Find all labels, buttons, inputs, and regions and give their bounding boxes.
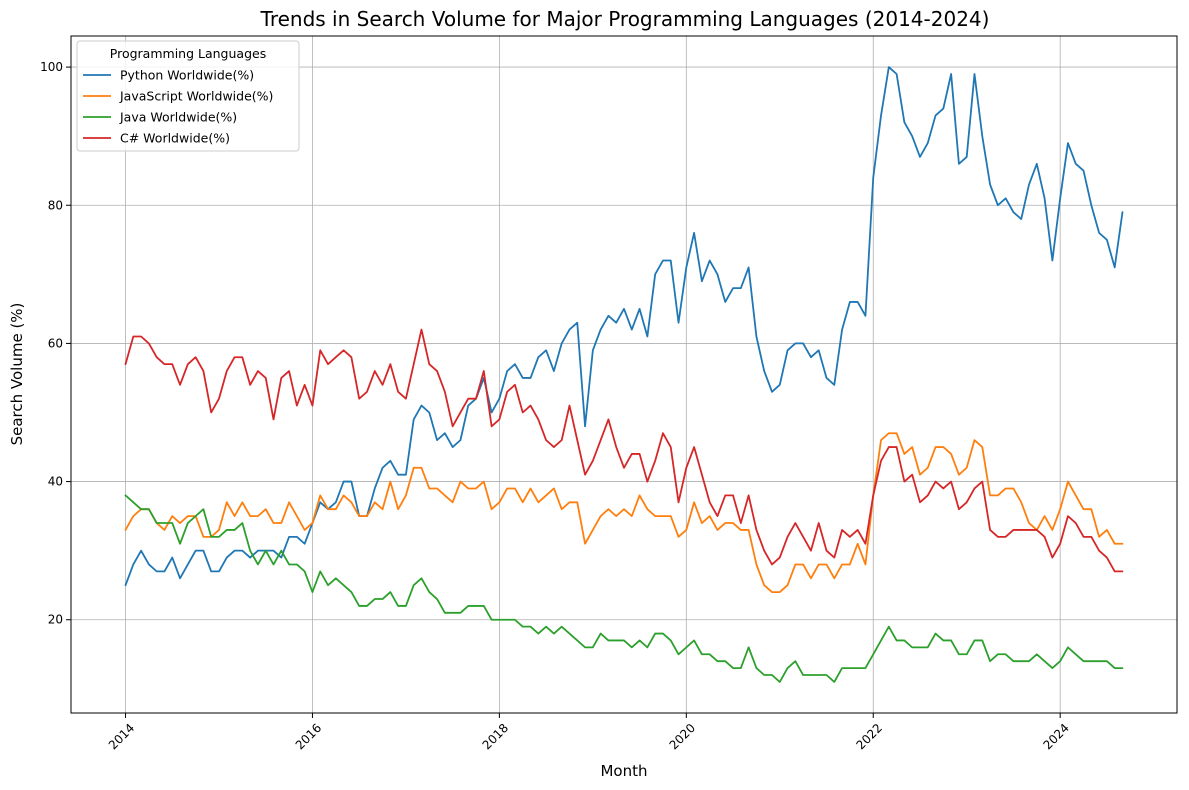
legend-entry: Python Worldwide(%) xyxy=(120,68,254,83)
legend-entry: JavaScript Worldwide(%) xyxy=(119,89,273,104)
y-tick-label: 60 xyxy=(48,336,63,350)
y-tick-label: 40 xyxy=(48,475,63,489)
legend: Programming Languages Python Worldwide(%)… xyxy=(76,40,300,152)
series-line-3 xyxy=(124,328,1124,573)
y-tick-label: 80 xyxy=(48,198,63,212)
y-axis-label: Search Volume (%) xyxy=(8,303,26,446)
grid xyxy=(71,36,1177,713)
series-group xyxy=(124,66,1124,683)
y-tick-label: 100 xyxy=(40,60,63,74)
plot-frame xyxy=(70,35,1178,714)
legend-box xyxy=(76,40,300,152)
series-line-0 xyxy=(124,66,1124,587)
series-line-2 xyxy=(124,494,1124,683)
x-axis-label: Month xyxy=(600,762,647,780)
y-axis: 20 40 60 80 100 xyxy=(40,60,71,627)
legend-title: Programming Languages xyxy=(110,46,266,61)
y-tick-label: 20 xyxy=(48,613,63,627)
series-line-1 xyxy=(124,432,1124,594)
legend-entry: C# Worldwide(%) xyxy=(120,131,230,146)
legend-entry: Java Worldwide(%) xyxy=(119,110,237,125)
chart-title: Trends in Search Volume for Major Progra… xyxy=(260,7,990,31)
